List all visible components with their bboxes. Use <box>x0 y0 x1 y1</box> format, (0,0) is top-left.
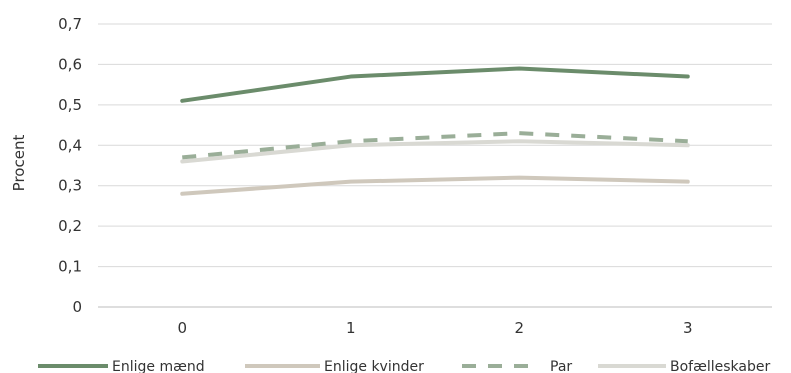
series-line-1 <box>180 66 690 103</box>
x-tick-label: 2 <box>514 319 524 337</box>
legend-label-4: Bofælleskaber <box>670 359 770 373</box>
y-tick-label: 0,1 <box>58 258 82 276</box>
x-axis-ticks: 0 1 2 3 <box>177 319 692 337</box>
series-line-3 <box>182 131 688 160</box>
y-axis-ticks: 0 0,1 0,2 0,3 0,4 0,5 0,6 0,7 <box>58 15 82 316</box>
x-tick-label: 0 <box>177 319 187 337</box>
legend-label-1: Enlige mænd <box>112 359 205 373</box>
y-axis-label: Procent <box>10 135 28 192</box>
y-tick-label: 0,7 <box>58 15 82 33</box>
legend-label-3: Par <box>550 359 572 373</box>
legend: Enlige mænd Enlige kvinder Par Bofælleskabe… <box>38 359 770 373</box>
y-tick-label: 0,4 <box>58 136 82 154</box>
y-tick-label: 0,5 <box>58 96 82 114</box>
series-line-4 <box>180 139 690 164</box>
x-tick-label: 1 <box>346 319 356 337</box>
y-tick-label: 0 <box>72 298 82 316</box>
legend-label-2: Enlige kvinder <box>324 359 424 373</box>
series-lines <box>180 66 690 196</box>
x-tick-label: 3 <box>683 319 693 337</box>
y-tick-label: 0,2 <box>58 217 82 235</box>
y-tick-label: 0,6 <box>58 55 82 73</box>
y-tick-label: 0,3 <box>58 177 82 195</box>
series-line-2 <box>180 175 690 196</box>
grid-lines <box>98 23 772 308</box>
